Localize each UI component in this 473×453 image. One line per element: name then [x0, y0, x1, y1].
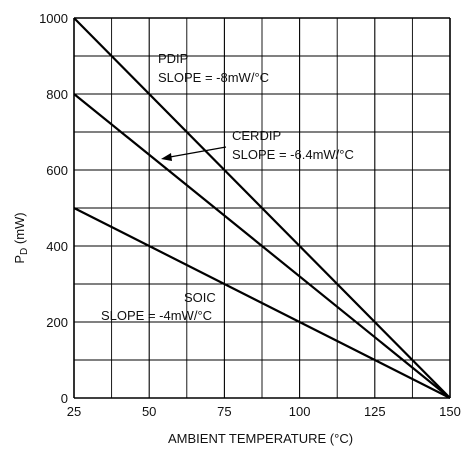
- x-tick-label: 25: [67, 404, 81, 419]
- series-line-soic: [73, 207, 451, 399]
- y-tick-label: 0: [61, 391, 68, 406]
- grid: [73, 17, 451, 399]
- y-axis-title: PD (mW): [12, 212, 30, 263]
- x-tick-label: 125: [364, 404, 386, 419]
- pdip-slope-label: SLOPE = -8mW/°C: [158, 70, 269, 85]
- y-tick-label: 1000: [39, 11, 68, 26]
- y-tick-label: 800: [46, 87, 68, 102]
- x-tick-label: 75: [217, 404, 231, 419]
- series-line-pdip: [73, 17, 451, 399]
- cerdip-arrow: [161, 146, 227, 161]
- cerdip-slope-label: SLOPE = -6.4mW/°C: [232, 147, 354, 162]
- cerdip-label: CERDIP: [232, 128, 281, 143]
- y-tick-label: 200: [46, 315, 68, 330]
- y-tick-label: 600: [46, 163, 68, 178]
- y-tick-label: 400: [46, 239, 68, 254]
- y-axis-title-main: P: [12, 255, 27, 264]
- y-axis-title-sub: D: [19, 248, 30, 255]
- soic-label: SOIC: [184, 290, 216, 305]
- soic-slope-label: SLOPE = -4mW/°C: [101, 308, 212, 323]
- tick-labels: 25 50 75 100 125 150 0 200 400 600 800 1000: [39, 11, 461, 419]
- pdip-label: PDIP: [158, 51, 188, 66]
- x-tick-label: 100: [289, 404, 311, 419]
- y-axis-title-unit: (mW): [12, 212, 27, 247]
- x-tick-label: 50: [142, 404, 156, 419]
- series-lines: [73, 17, 451, 399]
- x-tick-label: 150: [439, 404, 461, 419]
- x-axis-title: AMBIENT TEMPERATURE (°C): [168, 431, 353, 446]
- series-line-cerdip: [73, 93, 451, 399]
